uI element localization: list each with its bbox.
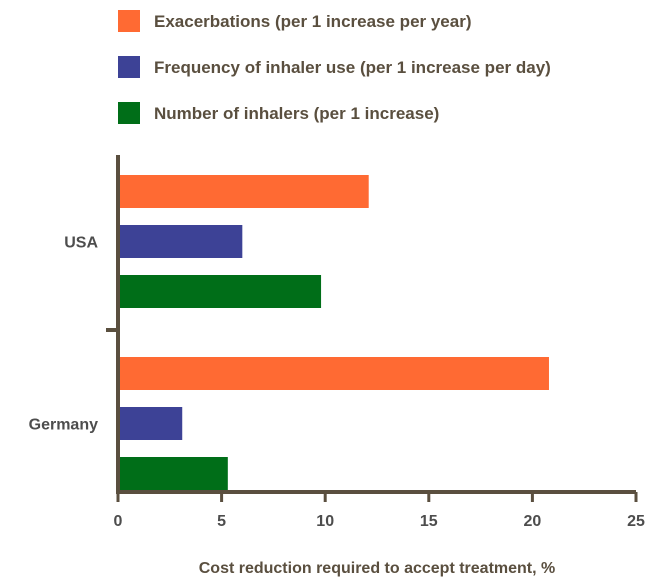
labels: 0 5 10 15 20 25 USA Germany (29, 235, 645, 531)
bar (118, 175, 369, 208)
x-axis-label: Cost reduction required to accept treatm… (199, 560, 556, 577)
bar (118, 275, 322, 308)
x-tick-label: 0 (114, 513, 123, 530)
legend-label: Frequency of inhaler use (per 1 increase… (154, 58, 551, 77)
bar (118, 407, 183, 440)
x-tick-label: 10 (316, 513, 334, 530)
category-label: Germany (29, 417, 98, 434)
axes (106, 155, 638, 502)
x-tick-label: 15 (420, 513, 438, 530)
x-tick-label: 5 (217, 513, 226, 530)
legend-swatch (118, 102, 140, 124)
legend-swatch (118, 56, 140, 78)
x-tick-label: 20 (524, 513, 542, 530)
legend-label: Exacerbations (per 1 increase per year) (154, 12, 472, 31)
x-tick-label: 25 (627, 513, 645, 530)
bars (118, 175, 549, 490)
bar (118, 357, 549, 390)
legend: Exacerbations (per 1 increase per year) F… (118, 10, 551, 124)
bar (118, 457, 228, 490)
legend-label: Number of inhalers (per 1 increase) (154, 104, 439, 123)
legend-swatch (118, 10, 140, 32)
category-label: USA (64, 235, 98, 252)
bar (118, 225, 243, 258)
